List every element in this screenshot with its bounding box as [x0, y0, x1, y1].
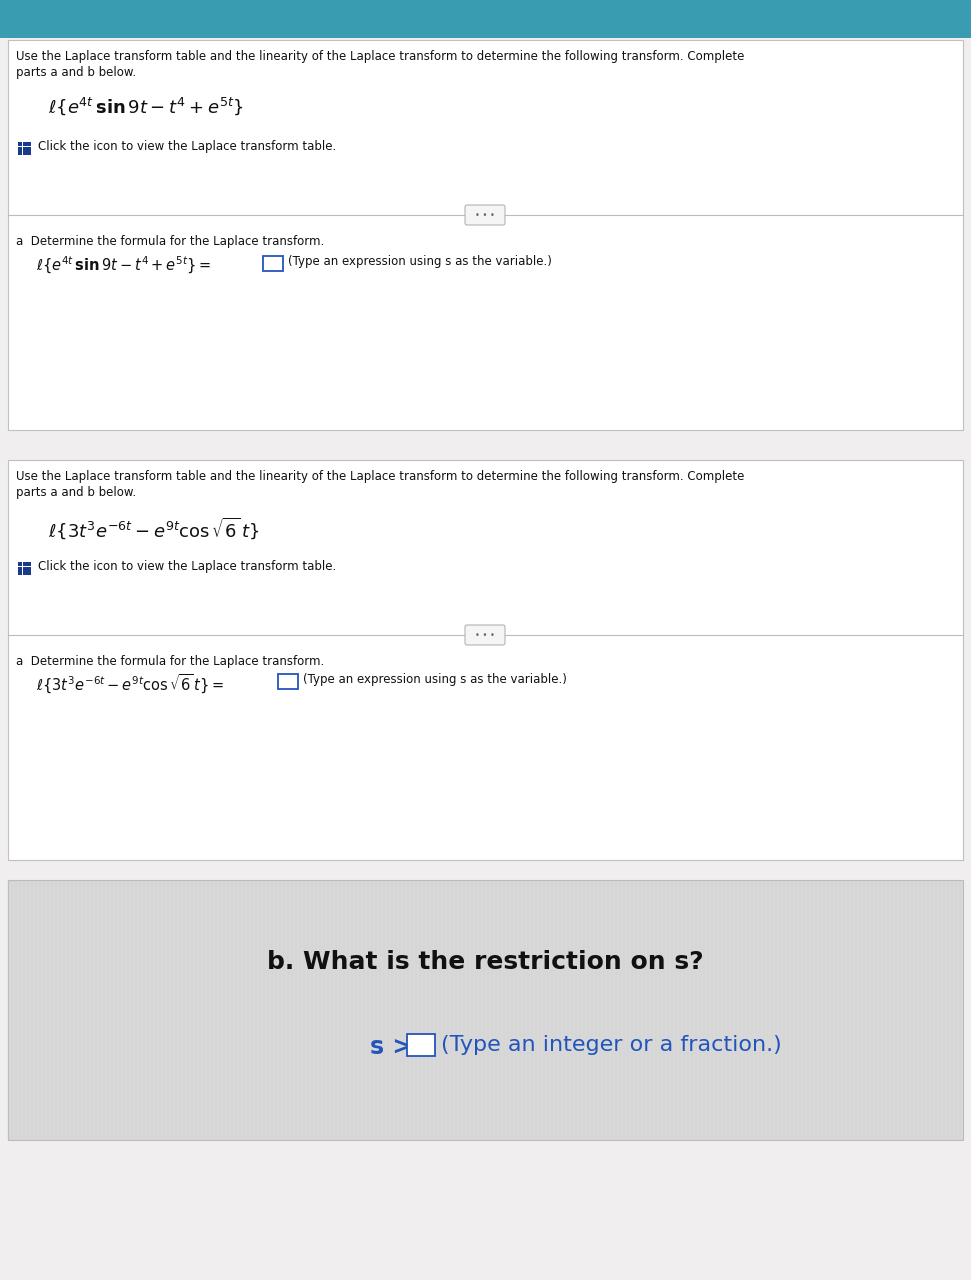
Text: (Type an integer or a fraction.): (Type an integer or a fraction.)	[441, 1036, 782, 1055]
Bar	[22, 567, 26, 571]
Text: Use the Laplace transform table and the linearity of the Laplace transform to de: Use the Laplace transform table and the …	[16, 470, 745, 483]
Text: (Type an expression using s as the variable.): (Type an expression using s as the varia…	[303, 673, 567, 686]
Bar	[263, 256, 283, 271]
Bar	[0, 0, 971, 38]
Bar	[27, 567, 31, 571]
Bar	[8, 881, 963, 1140]
Bar	[22, 142, 26, 146]
Bar	[27, 151, 31, 155]
Bar	[22, 146, 26, 151]
Bar	[278, 675, 298, 689]
Text: a  Determine the formula for the Laplace transform.: a Determine the formula for the Laplace …	[16, 655, 324, 668]
Bar	[18, 146, 22, 151]
FancyBboxPatch shape	[465, 205, 505, 225]
Text: a  Determine the formula for the Laplace transform.: a Determine the formula for the Laplace …	[16, 236, 324, 248]
Text: (Type an expression using s as the variable.): (Type an expression using s as the varia…	[288, 255, 552, 268]
Text: • • •: • • •	[475, 631, 495, 640]
Text: Click the icon to view the Laplace transform table.: Click the icon to view the Laplace trans…	[38, 561, 336, 573]
Text: $\ell\{e^{4t}\,\mathbf{sin}\,9t - t^4 + e^{5t}\} =$: $\ell\{e^{4t}\,\mathbf{sin}\,9t - t^4 + …	[36, 255, 212, 276]
Bar	[18, 151, 22, 155]
Text: Use the Laplace transform table and the linearity of the Laplace transform to de: Use the Laplace transform table and the …	[16, 50, 745, 63]
Bar	[22, 571, 26, 575]
Text: $\ell\{3t^3 e^{-6t} - e^{9t}\cos\sqrt{6}\,t\} =$: $\ell\{3t^3 e^{-6t} - e^{9t}\cos\sqrt{6}…	[36, 673, 224, 696]
Bar	[27, 142, 31, 146]
Bar	[22, 151, 26, 155]
Text: parts a and b below.: parts a and b below.	[16, 486, 136, 499]
Text: s >: s >	[370, 1036, 413, 1059]
Bar	[18, 562, 22, 566]
Bar	[8, 460, 963, 860]
Bar	[27, 562, 31, 566]
FancyBboxPatch shape	[465, 625, 505, 645]
Text: $\ell\{3t^3 e^{-6t} - e^{9t}\cos\sqrt{6}\,t\}$: $\ell\{3t^3 e^{-6t} - e^{9t}\cos\sqrt{6}…	[48, 515, 259, 540]
Text: $\ell\{e^{4t}\,\mathbf{sin}\,9t - t^4 + e^{5t}\}$: $\ell\{e^{4t}\,\mathbf{sin}\,9t - t^4 + …	[48, 95, 244, 116]
Bar	[18, 142, 22, 146]
Bar	[407, 1034, 435, 1056]
Bar	[27, 571, 31, 575]
Text: parts a and b below.: parts a and b below.	[16, 67, 136, 79]
Bar	[8, 40, 963, 430]
Bar	[18, 571, 22, 575]
Text: Click the icon to view the Laplace transform table.: Click the icon to view the Laplace trans…	[38, 140, 336, 154]
Text: b. What is the restriction on s?: b. What is the restriction on s?	[267, 950, 703, 974]
Bar	[22, 562, 26, 566]
Text: • • •: • • •	[475, 210, 495, 219]
Bar	[27, 146, 31, 151]
Bar	[18, 567, 22, 571]
